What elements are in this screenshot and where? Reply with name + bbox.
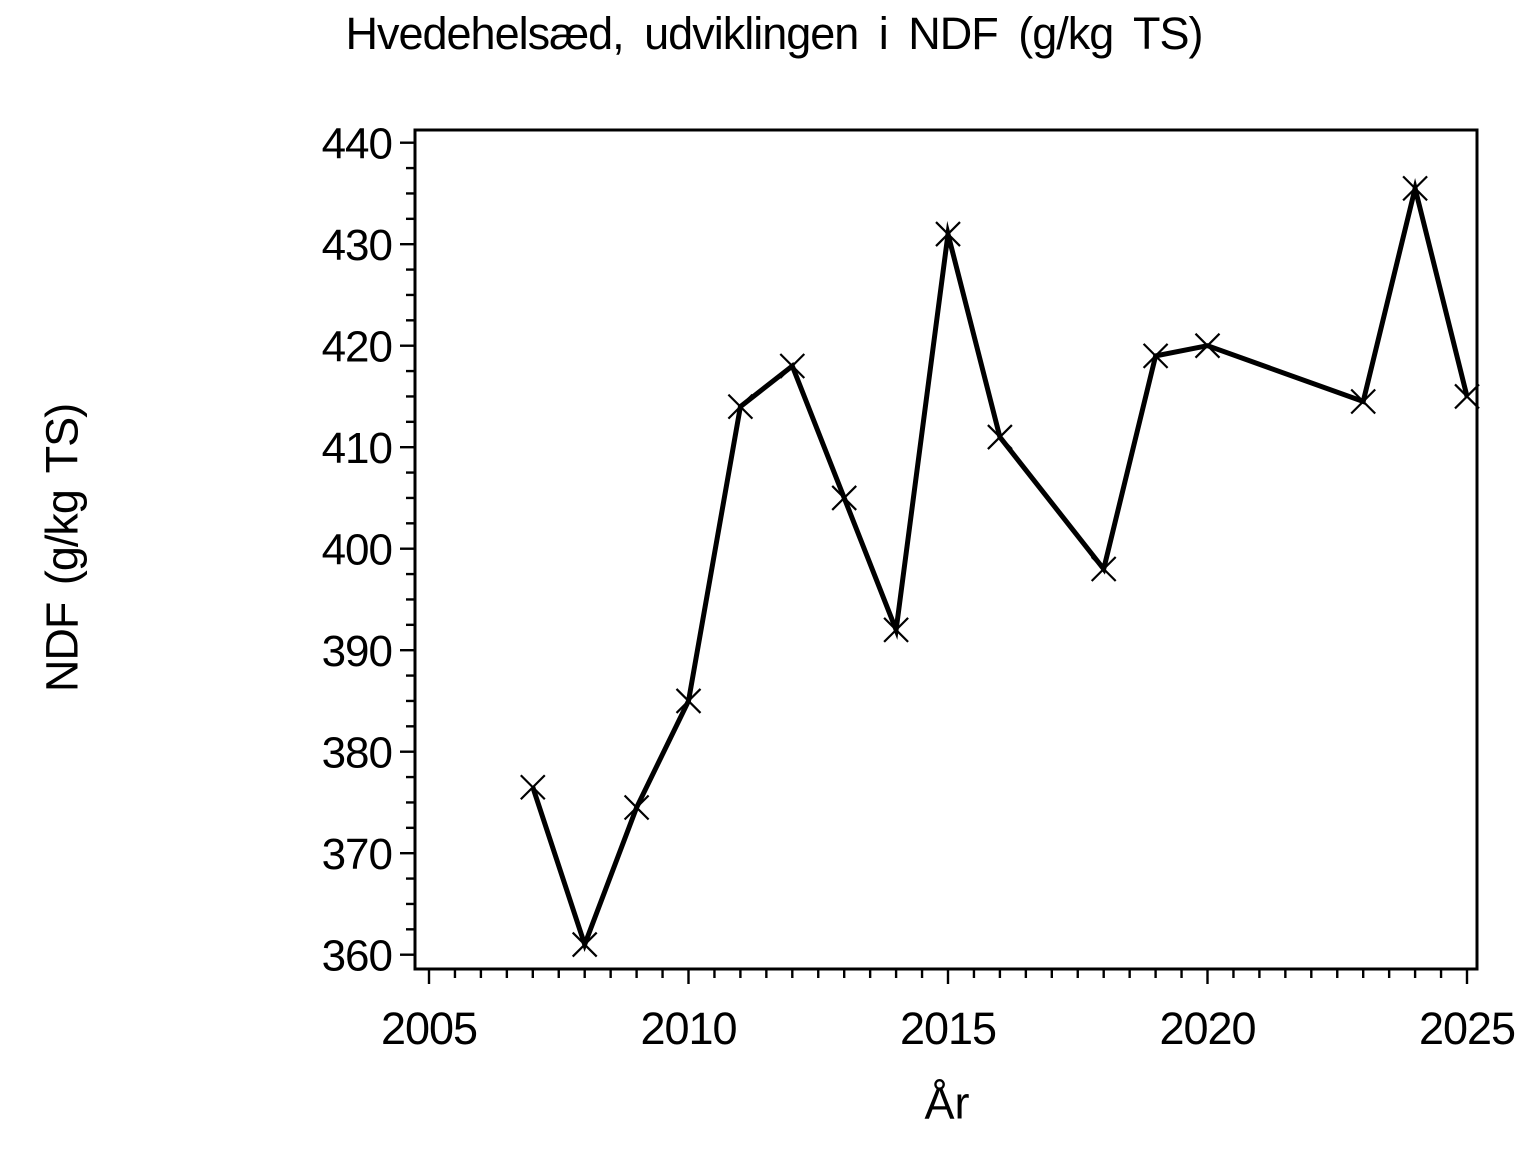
data-point-marker [1402, 175, 1428, 202]
data-line [530, 177, 1470, 952]
data-series [520, 175, 1480, 958]
x-tick-label: 2010 [640, 1003, 736, 1054]
data-point-marker [520, 774, 546, 801]
x-tick-label: 2015 [900, 1003, 996, 1054]
y-tick-label: 370 [322, 830, 392, 879]
y-tick-label: 430 [322, 221, 392, 270]
x-tick-label: 2005 [381, 1003, 477, 1054]
y-tick-label: 440 [322, 120, 392, 169]
axis-ticks [400, 141, 1469, 984]
data-point-marker [623, 794, 650, 821]
data-point-marker [1194, 332, 1221, 359]
data-point-marker [1090, 556, 1117, 582]
data-point-marker [1350, 388, 1376, 415]
y-tick-label: 400 [322, 526, 392, 575]
data-point-marker [571, 931, 598, 958]
y-tick-label: 360 [322, 932, 392, 981]
y-tick-label: 390 [322, 627, 392, 676]
data-point-marker [831, 485, 857, 511]
data-point-marker [987, 424, 1013, 450]
data-point-marker [1142, 343, 1169, 369]
data-point-marker [1454, 383, 1480, 410]
x-axis-label: År [924, 1077, 970, 1129]
y-tick-label: 420 [322, 323, 392, 372]
data-point-marker [779, 353, 806, 379]
x-tick-label: 2020 [1159, 1003, 1255, 1054]
data-point-marker [727, 393, 754, 420]
y-tick-label: 380 [322, 729, 392, 778]
x-tick-label: 2025 [1419, 1003, 1515, 1054]
data-point-marker [675, 688, 702, 714]
chart-title: Hvedehelsæd, udviklingen i NDF (g/kg TS) [345, 8, 1203, 59]
y-tick-label: 410 [322, 424, 392, 473]
data-point-marker [883, 617, 909, 643]
data-point-marker [935, 221, 961, 247]
axis-tick-labels: 360 370 380 390 400 410 420 430 440 2005 2010 2015 2… [322, 120, 1516, 1054]
